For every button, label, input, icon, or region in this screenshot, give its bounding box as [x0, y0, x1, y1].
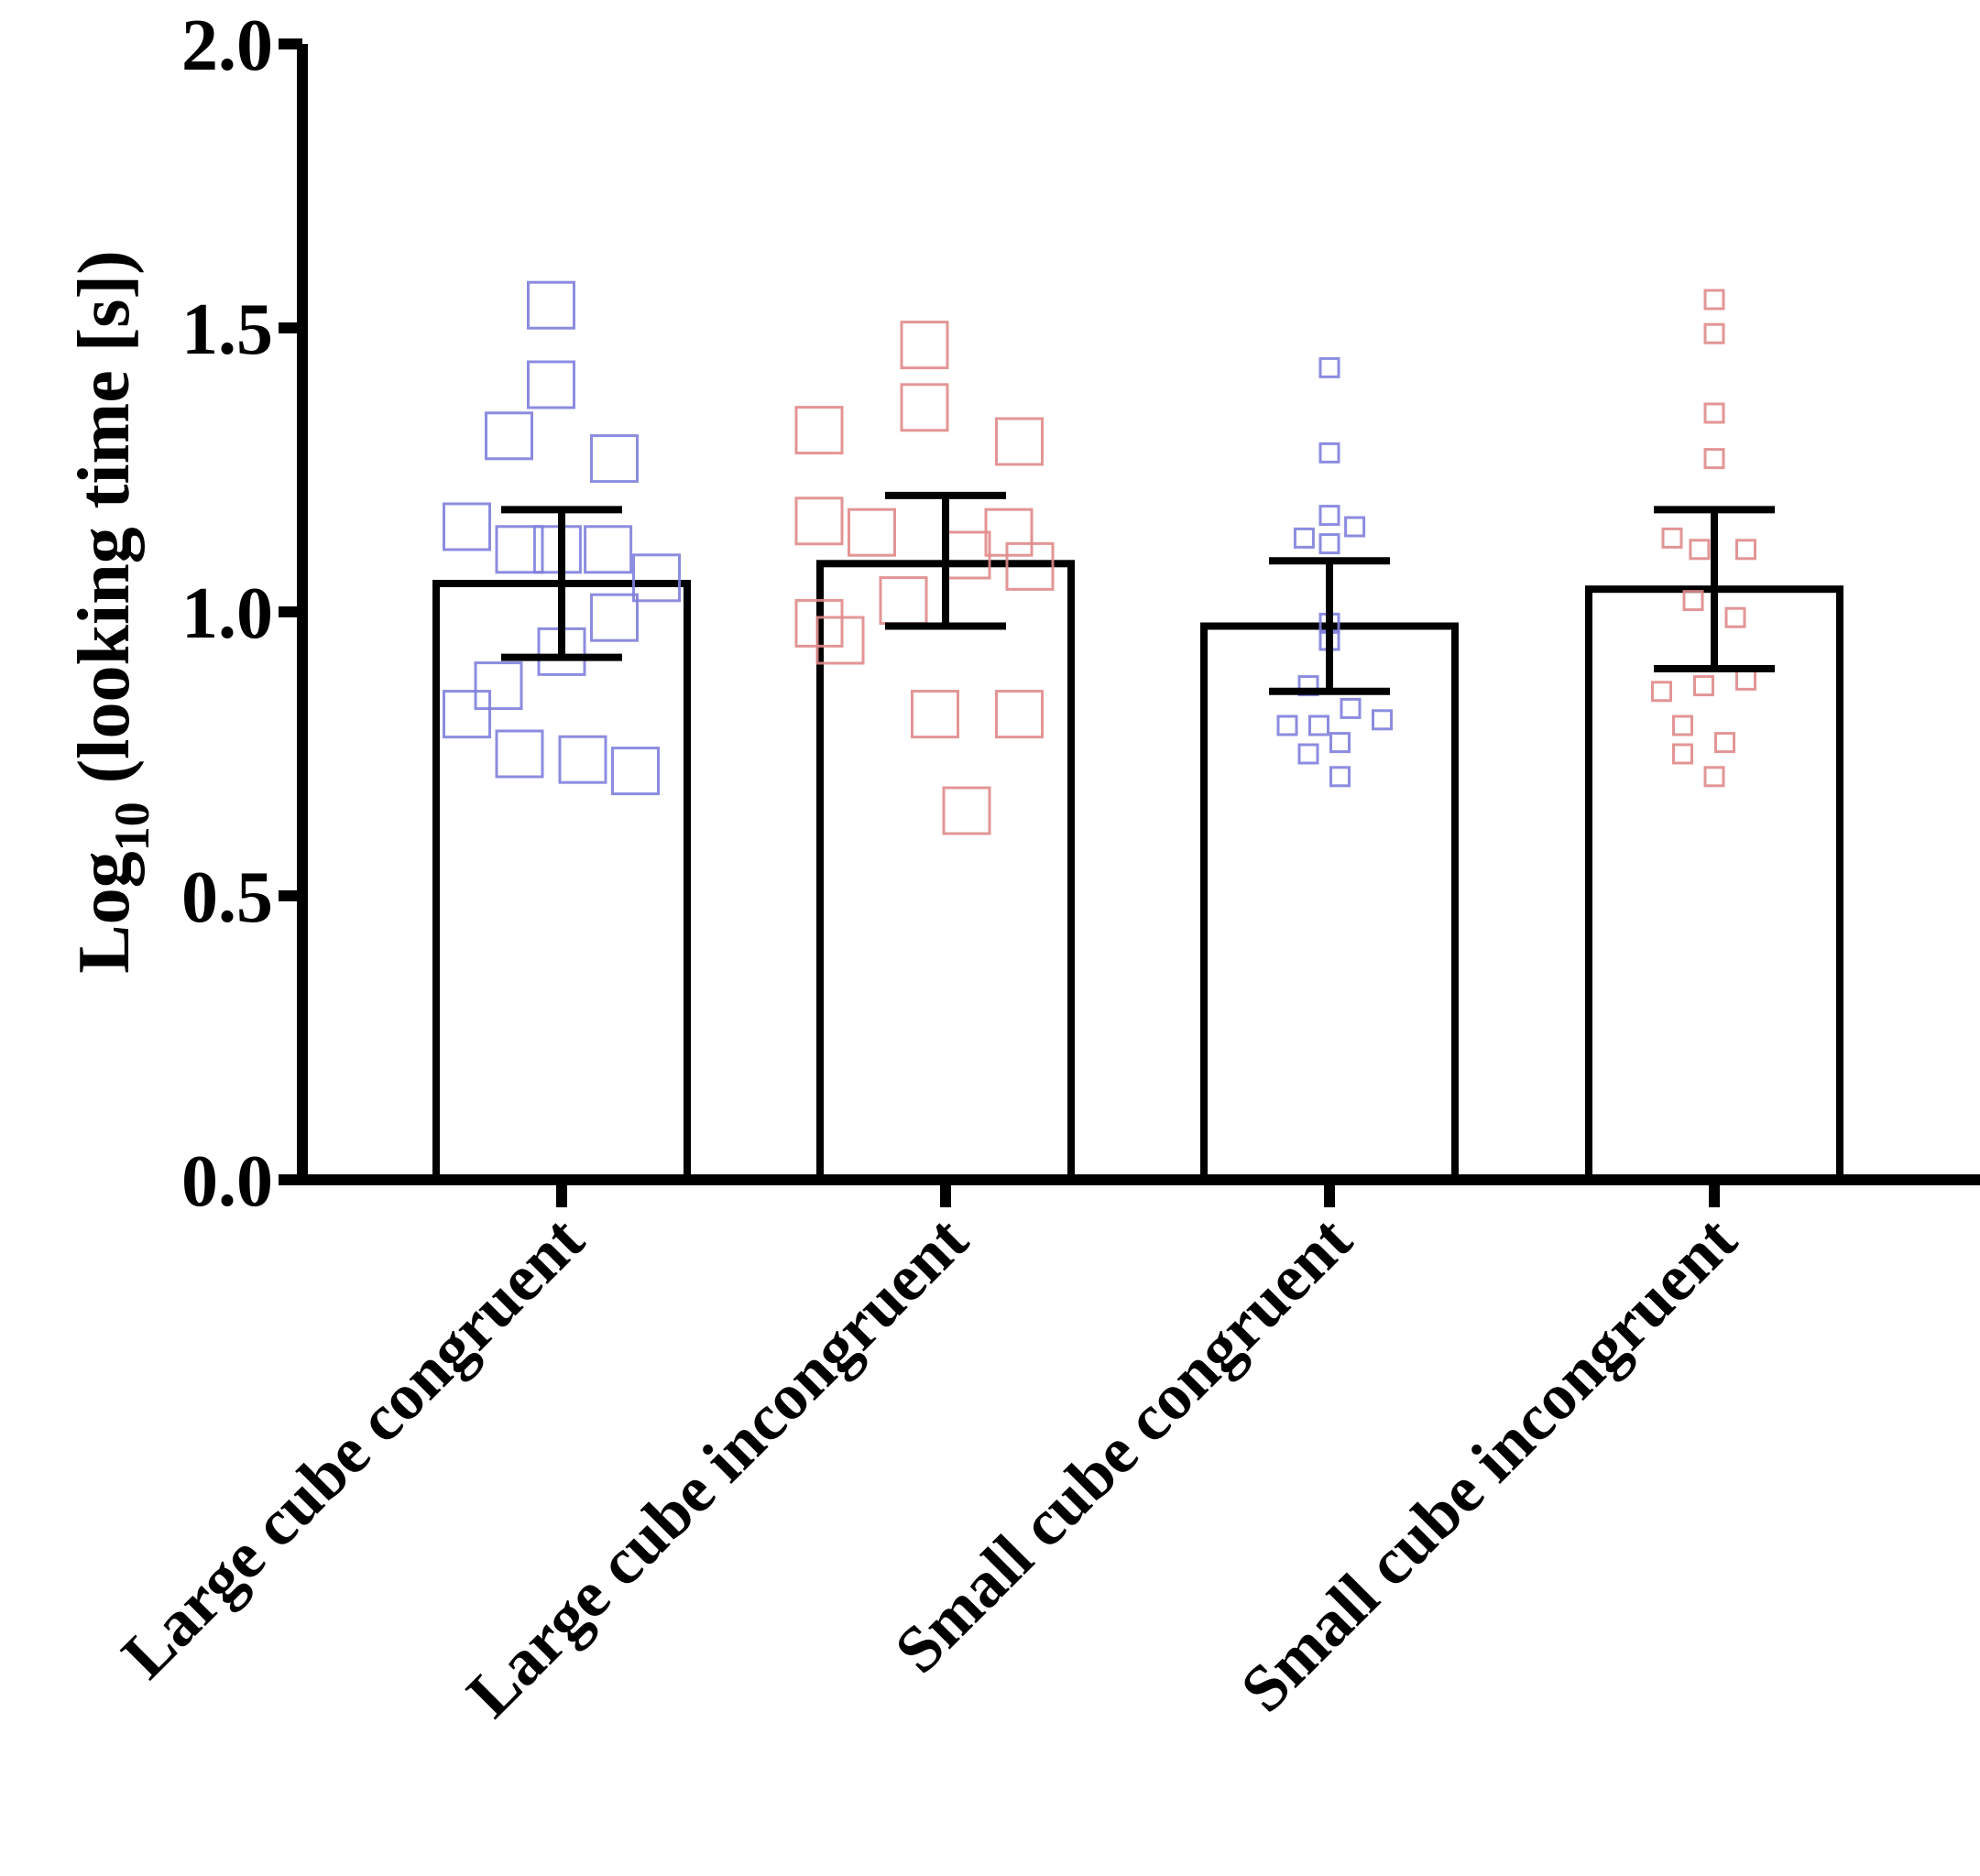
data-point [527, 280, 575, 330]
data-point [794, 406, 844, 455]
data-point [1318, 533, 1340, 555]
data-point [1318, 356, 1340, 378]
error-bars [501, 491, 1775, 695]
axes [279, 38, 1980, 1207]
data-point [443, 502, 491, 551]
data-point [1372, 709, 1393, 731]
data-point [794, 496, 844, 546]
y-tick-label: 1.5 [181, 289, 273, 370]
data-point [900, 383, 949, 432]
data-point [900, 321, 949, 370]
data-point [1293, 527, 1315, 549]
data-point [532, 525, 582, 574]
data-point [1329, 766, 1351, 788]
data-point [1661, 527, 1683, 549]
data-point [815, 616, 865, 665]
data-point [1318, 442, 1340, 464]
data-point [474, 661, 523, 711]
data-point [1724, 606, 1746, 628]
data-point [1308, 714, 1329, 736]
bar-3 [1200, 622, 1459, 1183]
data-point [1703, 289, 1725, 311]
data-point [1005, 541, 1055, 591]
data-point [995, 417, 1044, 466]
data-point [984, 507, 1034, 557]
data-point [1651, 681, 1672, 703]
data-point [794, 598, 844, 648]
data-point [443, 690, 491, 739]
data-point [1703, 766, 1725, 788]
bar-1 [432, 580, 691, 1183]
data-point [1318, 505, 1340, 527]
data-point [1703, 322, 1725, 344]
bar-2 [816, 560, 1075, 1183]
data-point [1672, 743, 1693, 765]
data-point [611, 747, 660, 796]
data-point [848, 507, 896, 557]
y-tick-label: 2.0 [181, 5, 273, 86]
data-point [1276, 714, 1298, 736]
data-point [1689, 539, 1711, 561]
data-point [1682, 590, 1704, 612]
data-point [1344, 516, 1366, 538]
y-tick-label: 0.5 [181, 857, 273, 938]
data-point [590, 434, 639, 484]
data-point [1703, 448, 1725, 470]
data-point [1703, 402, 1725, 424]
data-point [558, 735, 607, 784]
data-point [1714, 732, 1735, 754]
data-point [1329, 732, 1351, 754]
data-point [632, 553, 681, 603]
data-point [584, 525, 633, 574]
data-point [1297, 743, 1319, 765]
data-point [495, 729, 544, 779]
data-point [942, 786, 991, 835]
data-point [485, 411, 533, 461]
data-point [1672, 714, 1693, 736]
data-point [590, 593, 639, 642]
data-point [1693, 675, 1714, 697]
data-point [1735, 539, 1756, 561]
bars [432, 560, 1843, 1183]
y-axis-title: Log10 (looking time [s]) [64, 250, 159, 974]
data-point [911, 690, 959, 739]
data-point [527, 360, 575, 409]
data-point [1340, 697, 1362, 719]
data-point [995, 690, 1044, 739]
y-tick-label: 0.0 [181, 1141, 273, 1222]
y-tick-label: 1.0 [181, 573, 273, 654]
data-point [495, 525, 544, 574]
